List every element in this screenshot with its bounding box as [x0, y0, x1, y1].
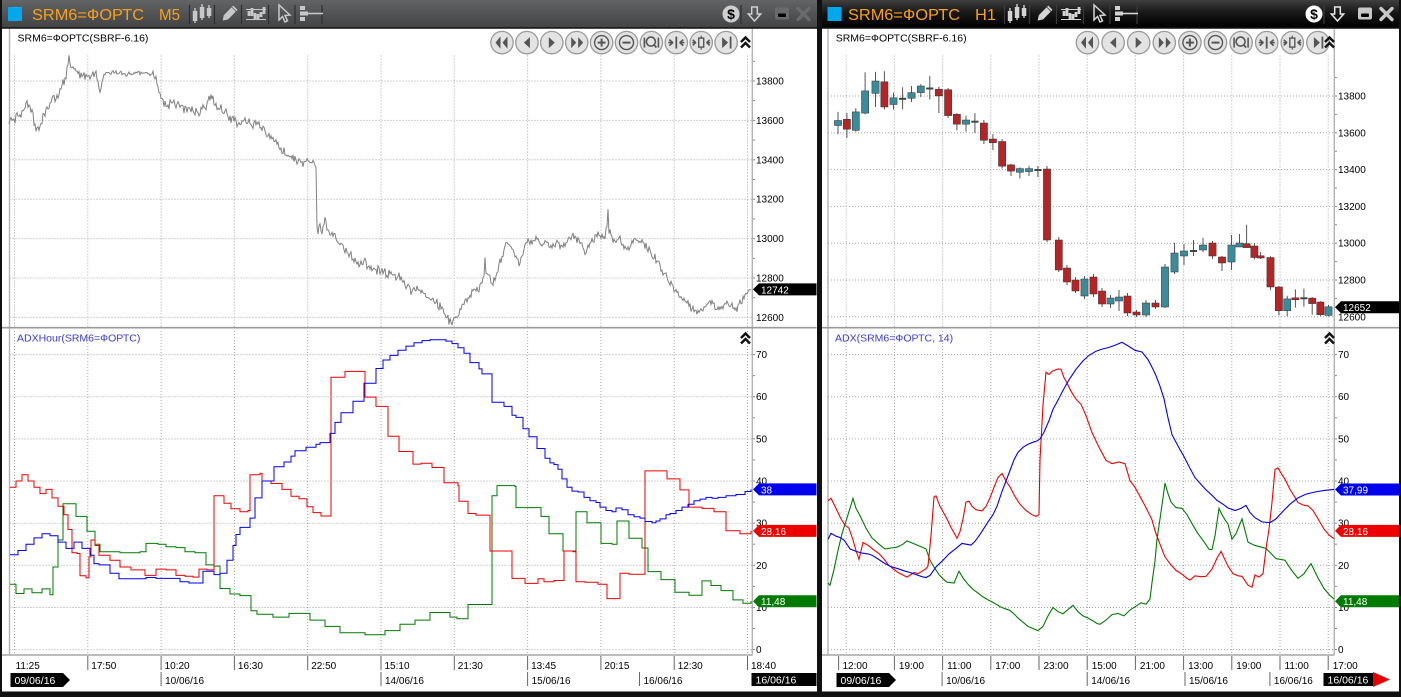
svg-text:13200: 13200 — [1338, 202, 1366, 213]
svg-text:13800: 13800 — [756, 77, 784, 88]
svg-text:18:40: 18:40 — [751, 661, 776, 672]
svg-text:13000: 13000 — [756, 234, 784, 245]
svg-text:60: 60 — [756, 392, 768, 403]
svg-text:0: 0 — [756, 645, 762, 656]
svg-text:13600: 13600 — [756, 116, 784, 127]
svg-text:10/06/16: 10/06/16 — [165, 676, 204, 687]
svg-text:19:00: 19:00 — [899, 661, 924, 672]
svg-text:16/06/16: 16/06/16 — [756, 675, 797, 687]
svg-text:28,16: 28,16 — [761, 527, 786, 538]
svg-text:SRM6=ФОРТС(SBRF-6.16): SRM6=ФОРТС(SBRF-6.16) — [836, 33, 967, 45]
svg-text:50: 50 — [1338, 434, 1350, 445]
svg-text:$: $ — [1310, 6, 1318, 22]
svg-text:13400: 13400 — [1338, 165, 1366, 176]
svg-text:11:00: 11:00 — [1285, 661, 1310, 672]
svg-text:15:10: 15:10 — [385, 661, 410, 672]
svg-text:16:30: 16:30 — [238, 661, 263, 672]
svg-text:13:45: 13:45 — [531, 661, 556, 672]
svg-text:$: $ — [727, 6, 735, 22]
svg-text:23:00: 23:00 — [1044, 661, 1069, 672]
svg-text:15/06/16: 15/06/16 — [1189, 676, 1228, 687]
svg-text:16/06/16: 16/06/16 — [1328, 675, 1369, 687]
svg-text:15:00: 15:00 — [1092, 661, 1117, 672]
svg-text:10: 10 — [756, 603, 768, 614]
svg-text:13800: 13800 — [1338, 92, 1366, 103]
svg-text:11,48: 11,48 — [761, 597, 786, 608]
svg-text:SRM6=ФОРТС(SBRF-6.16): SRM6=ФОРТС(SBRF-6.16) — [18, 33, 149, 45]
svg-text:12800: 12800 — [756, 274, 784, 285]
svg-text:17:00: 17:00 — [1333, 661, 1358, 672]
svg-text:M5: M5 — [159, 7, 180, 24]
svg-text:11,48: 11,48 — [1343, 597, 1368, 608]
svg-text:20: 20 — [756, 561, 768, 572]
svg-text:15/06/16: 15/06/16 — [532, 676, 571, 687]
svg-text:70: 70 — [1338, 350, 1350, 361]
svg-text:50: 50 — [756, 434, 768, 445]
svg-text:17:00: 17:00 — [995, 661, 1020, 672]
svg-text:12600: 12600 — [756, 313, 784, 324]
svg-text:12600: 12600 — [1338, 312, 1366, 323]
svg-text:13200: 13200 — [756, 195, 784, 206]
svg-text:30: 30 — [756, 519, 768, 530]
svg-text:11:25: 11:25 — [16, 661, 41, 672]
svg-text:12800: 12800 — [1338, 276, 1366, 287]
svg-text:ADXHour(SRM6=ФОРТС): ADXHour(SRM6=ФОРТС) — [17, 333, 140, 345]
svg-text:13600: 13600 — [1338, 128, 1366, 139]
svg-text:12652: 12652 — [1343, 303, 1371, 314]
svg-text:40: 40 — [756, 477, 768, 488]
svg-text:20: 20 — [1338, 561, 1350, 572]
svg-text:60: 60 — [1338, 392, 1350, 403]
svg-text:17:50: 17:50 — [91, 661, 116, 672]
svg-text:16/06/16: 16/06/16 — [1274, 676, 1313, 687]
svg-text:21:30: 21:30 — [458, 661, 483, 672]
svg-text:37,99: 37,99 — [1343, 486, 1368, 497]
svg-text:SRM6=ФОРТС: SRM6=ФОРТС — [32, 7, 144, 24]
svg-text:10/06/16: 10/06/16 — [946, 676, 985, 687]
svg-text:38: 38 — [761, 485, 773, 496]
svg-text:14/06/16: 14/06/16 — [385, 676, 424, 687]
svg-text:70: 70 — [756, 350, 768, 361]
svg-text:13000: 13000 — [1338, 239, 1366, 250]
svg-text:12742: 12742 — [761, 285, 789, 296]
svg-text:19:00: 19:00 — [1236, 661, 1261, 672]
svg-text:12:30: 12:30 — [678, 661, 703, 672]
svg-text:14/06/16: 14/06/16 — [1091, 676, 1130, 687]
svg-text:22:50: 22:50 — [311, 661, 336, 672]
svg-text:H1: H1 — [975, 7, 996, 24]
svg-text:13400: 13400 — [756, 155, 784, 166]
svg-text:10:20: 10:20 — [165, 661, 190, 672]
svg-text:SRM6=ФОРТС: SRM6=ФОРТС — [848, 7, 960, 24]
svg-text:28,16: 28,16 — [1343, 527, 1368, 538]
svg-text:11:00: 11:00 — [947, 661, 972, 672]
svg-text:10: 10 — [1338, 603, 1350, 614]
svg-text:ADX(SRM6=ФОРТС, 14): ADX(SRM6=ФОРТС, 14) — [835, 333, 953, 345]
svg-text:0: 0 — [1338, 645, 1344, 656]
svg-text:40: 40 — [1338, 477, 1350, 488]
svg-text:09/06/16: 09/06/16 — [841, 675, 882, 687]
svg-text:16/06/16: 16/06/16 — [644, 676, 683, 687]
svg-text:20:15: 20:15 — [604, 661, 629, 672]
svg-text:12:00: 12:00 — [843, 661, 868, 672]
svg-text:30: 30 — [1338, 519, 1350, 530]
svg-text:21:00: 21:00 — [1140, 661, 1165, 672]
svg-text:09/06/16: 09/06/16 — [15, 675, 56, 687]
svg-text:13:00: 13:00 — [1188, 661, 1213, 672]
